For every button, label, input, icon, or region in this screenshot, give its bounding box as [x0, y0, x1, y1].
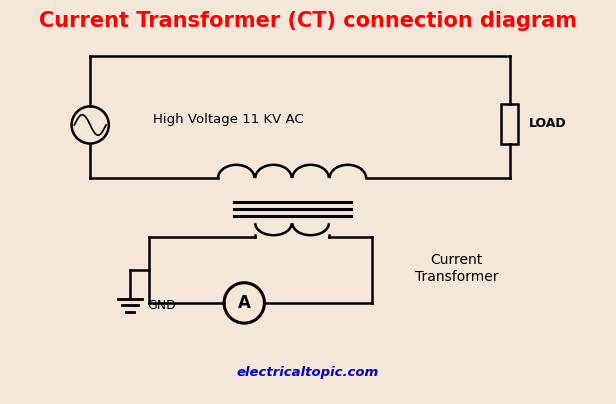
- Text: LOAD: LOAD: [529, 117, 566, 130]
- Text: A: A: [238, 294, 251, 312]
- Text: GND: GND: [147, 299, 176, 312]
- Text: electricaltopic.com: electricaltopic.com: [237, 366, 379, 379]
- Bar: [501, 104, 519, 143]
- Text: Current
Transformer: Current Transformer: [415, 253, 498, 284]
- Text: Current Transformer (CT) connection diagram: Current Transformer (CT) connection diag…: [39, 11, 577, 32]
- Circle shape: [71, 106, 109, 143]
- Text: High Voltage 11 KV AC: High Voltage 11 KV AC: [153, 113, 304, 126]
- Circle shape: [224, 283, 264, 323]
